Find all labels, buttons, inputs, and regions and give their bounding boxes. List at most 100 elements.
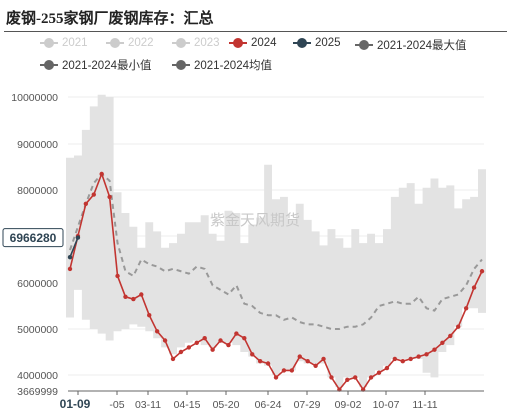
point-2024[interactable] — [448, 333, 453, 339]
point-2024[interactable] — [392, 356, 398, 362]
pointer-label-box — [2, 228, 64, 248]
x-tick-label: 07-29 — [294, 399, 321, 411]
point-2024[interactable] — [384, 365, 390, 371]
point-2024[interactable] — [313, 363, 318, 368]
point-2024[interactable] — [456, 324, 461, 329]
point-2024[interactable] — [186, 345, 192, 350]
point-2024[interactable] — [376, 370, 382, 375]
point-2024[interactable] — [463, 306, 469, 311]
legend-symbol-icon — [172, 38, 190, 48]
chart-title: 废钢-255家钢厂废钢库存：汇总 — [6, 11, 214, 27]
point-2024[interactable] — [226, 342, 231, 348]
legend-symbol-icon — [355, 40, 373, 50]
x-tick-label: 03-11 — [135, 399, 161, 411]
point-2024[interactable] — [321, 356, 326, 362]
point-2024[interactable] — [368, 375, 374, 380]
point-2024[interactable] — [115, 273, 120, 279]
series-line-2025 — [69, 237, 79, 258]
point-2024[interactable] — [297, 354, 302, 359]
legend-label: 2021-2024最大值 — [377, 40, 467, 52]
point-2024[interactable] — [257, 359, 263, 364]
point-2024[interactable] — [345, 377, 350, 383]
legend-label: 2021-2024均值 — [194, 60, 272, 72]
point-2024[interactable] — [99, 171, 104, 177]
legend-symbol-icon — [40, 38, 58, 48]
point-2024[interactable] — [131, 296, 136, 302]
legend-label: 2024 — [251, 37, 277, 49]
legend-label: 2025 — [315, 37, 341, 49]
point-2025[interactable] — [67, 254, 73, 260]
point-2024[interactable] — [91, 192, 96, 197]
y-tick-label: 10000000 — [11, 92, 58, 104]
point-2024[interactable] — [194, 340, 199, 345]
y-tick-label: 3669999 — [17, 386, 58, 398]
y-tick-label: 4000000 — [17, 370, 58, 382]
point-2024[interactable] — [250, 352, 255, 357]
watermark: 紫金天风期货 — [210, 212, 300, 229]
point-2024[interactable] — [424, 352, 429, 357]
x-tick-label: 09-02 — [335, 399, 362, 411]
x-tick-label: 04-15 — [174, 399, 201, 411]
legend-item-2021-2024最小值[interactable]: 2021-2024最小值 — [40, 57, 152, 73]
point-2025[interactable] — [75, 235, 81, 240]
point-2024[interactable] — [471, 285, 477, 290]
point-2024[interactable] — [107, 194, 112, 200]
legend-item-2021-2024最大值[interactable]: 2021-2024最大值 — [355, 37, 467, 53]
point-2024[interactable] — [67, 266, 73, 272]
point-2024[interactable] — [170, 356, 176, 362]
point-2024[interactable] — [210, 347, 215, 352]
x-tick-label: 05-20 — [213, 399, 240, 411]
point-2024[interactable] — [218, 338, 223, 343]
point-2024[interactable] — [400, 359, 405, 364]
point-2024[interactable] — [123, 294, 128, 299]
legend-label: 2023 — [194, 37, 220, 49]
point-2024[interactable] — [202, 336, 207, 341]
y-tick-label: 6000000 — [17, 278, 58, 290]
point-2024[interactable] — [242, 336, 247, 341]
point-2024[interactable] — [281, 368, 287, 373]
legend-symbol-icon — [40, 60, 58, 70]
point-2024[interactable] — [305, 359, 310, 364]
point-2024[interactable] — [353, 375, 358, 380]
legend-symbol-icon — [293, 38, 311, 48]
point-2024[interactable] — [273, 375, 279, 380]
point-2024[interactable] — [139, 292, 144, 297]
point-2024[interactable] — [440, 340, 445, 345]
min-max-band — [66, 94, 486, 388]
point-2024[interactable] — [234, 331, 239, 336]
y-tick-label: 5000000 — [17, 324, 58, 336]
x-tick-label: 01-09 — [60, 397, 91, 411]
y-axis: 1000000090000008000000700000060000005000… — [11, 92, 58, 398]
point-2024[interactable] — [154, 329, 160, 334]
legend-item-2021[interactable]: 2021 — [40, 37, 88, 49]
point-2024[interactable] — [289, 368, 295, 373]
point-2024[interactable] — [147, 313, 152, 318]
y-tick-label: 9000000 — [17, 139, 58, 151]
point-2024[interactable] — [162, 338, 168, 343]
legend-item-2021-2024均值[interactable]: 2021-2024均值 — [172, 57, 272, 73]
point-2024[interactable] — [83, 201, 89, 206]
axis-pointer: 6966280 — [2, 228, 64, 248]
series-line-mean — [69, 172, 483, 330]
point-2024[interactable] — [432, 347, 437, 352]
x-axis: 01-09 -05 03-11 04-15 05-20 06-24 07-29 09-02 10… — [60, 390, 484, 411]
legend-item-2025[interactable]: 2025 — [293, 37, 341, 49]
legend-symbol-icon — [106, 38, 124, 48]
point-2024[interactable] — [479, 269, 485, 274]
point-2024[interactable] — [178, 349, 184, 355]
x-tick-label: -05 — [109, 399, 124, 411]
x-tick-label: 06-24 — [255, 399, 282, 411]
point-2024[interactable] — [416, 354, 421, 359]
legend-label: 2022 — [128, 37, 154, 49]
pointer-label: 6966280 — [10, 231, 57, 245]
legend-item-2023[interactable]: 2023 — [172, 37, 220, 49]
y-tick-label: 8000000 — [17, 185, 58, 197]
legend-item-2024[interactable]: 2024 — [229, 37, 277, 49]
point-2024[interactable] — [265, 361, 271, 366]
legend-item-2022[interactable]: 2022 — [106, 37, 154, 49]
point-2024[interactable] — [329, 375, 334, 380]
point-2024[interactable] — [408, 356, 413, 362]
title-divider — [4, 31, 507, 32]
series-lines — [67, 171, 485, 392]
